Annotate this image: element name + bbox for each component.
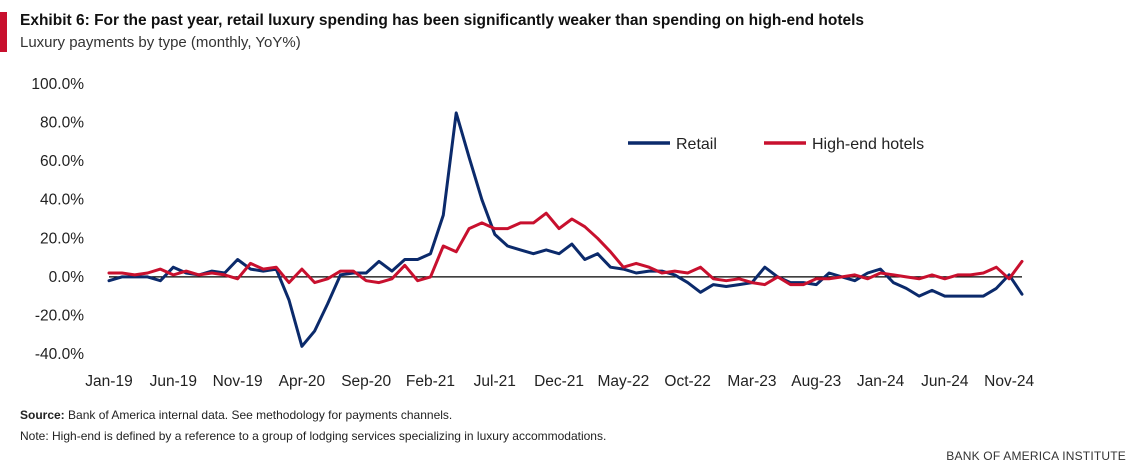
y-axis: -40.0% -20.0% 0.0% 20.0% 40.0% 60.0% 80.0% 100.… (31, 76, 84, 363)
brand-mark: BANK OF AMERICA INSTITUTE (946, 449, 1126, 463)
chart-title: Exhibit 6: For the past year, retail lux… (20, 12, 865, 29)
series-layer (107, 111, 1024, 348)
legend: Retail High-end hotels (628, 136, 924, 153)
series-line-retail (107, 111, 1024, 348)
source-text: Bank of America internal data. See metho… (64, 408, 453, 422)
y-tick-label: 20.0% (40, 230, 84, 247)
x-tick-label: Mar-23 (727, 373, 776, 390)
x-tick-label: Feb-21 (406, 373, 455, 390)
chart-subtitle: Luxury payments by type (monthly, YoY%) (20, 34, 301, 51)
x-tick-label: Nov-24 (984, 373, 1034, 390)
y-tick-label: -20.0% (35, 307, 84, 324)
source-label: Source: (20, 408, 65, 422)
y-tick-label: 40.0% (40, 192, 84, 209)
methodology-note: Note: High-end is defined by a reference… (20, 429, 607, 443)
x-tick-label: Oct-22 (664, 373, 711, 390)
x-axis: Jan-19 Jun-19 Nov-19 Apr-20 Sep-20 Feb-21 Jul-… (85, 373, 1034, 390)
x-tick-label: Jan-19 (85, 373, 132, 390)
x-tick-label: Jan-24 (857, 373, 905, 390)
legend-label: High-end hotels (812, 136, 924, 153)
x-tick-label: Dec-21 (534, 373, 584, 390)
series-line-high-end-hotels (107, 211, 1024, 287)
x-tick-label: May-22 (598, 373, 650, 390)
x-tick-label: Jun-24 (921, 373, 969, 390)
y-tick-label: 100.0% (31, 76, 84, 93)
x-tick-label: Aug-23 (791, 373, 841, 390)
accent-bar (0, 12, 7, 52)
x-tick-label: Apr-20 (279, 373, 326, 390)
y-tick-label: 80.0% (40, 115, 84, 132)
legend-label: Retail (676, 136, 717, 153)
source-note: Source: Bank of America internal data. S… (20, 408, 452, 422)
x-tick-label: Jul-21 (474, 373, 516, 390)
x-tick-label: Sep-20 (341, 373, 391, 390)
y-tick-label: 60.0% (40, 153, 84, 170)
y-tick-label: 0.0% (49, 269, 85, 286)
x-tick-label: Jun-19 (150, 373, 197, 390)
y-tick-label: -40.0% (35, 346, 84, 363)
x-tick-label: Nov-19 (213, 373, 263, 390)
